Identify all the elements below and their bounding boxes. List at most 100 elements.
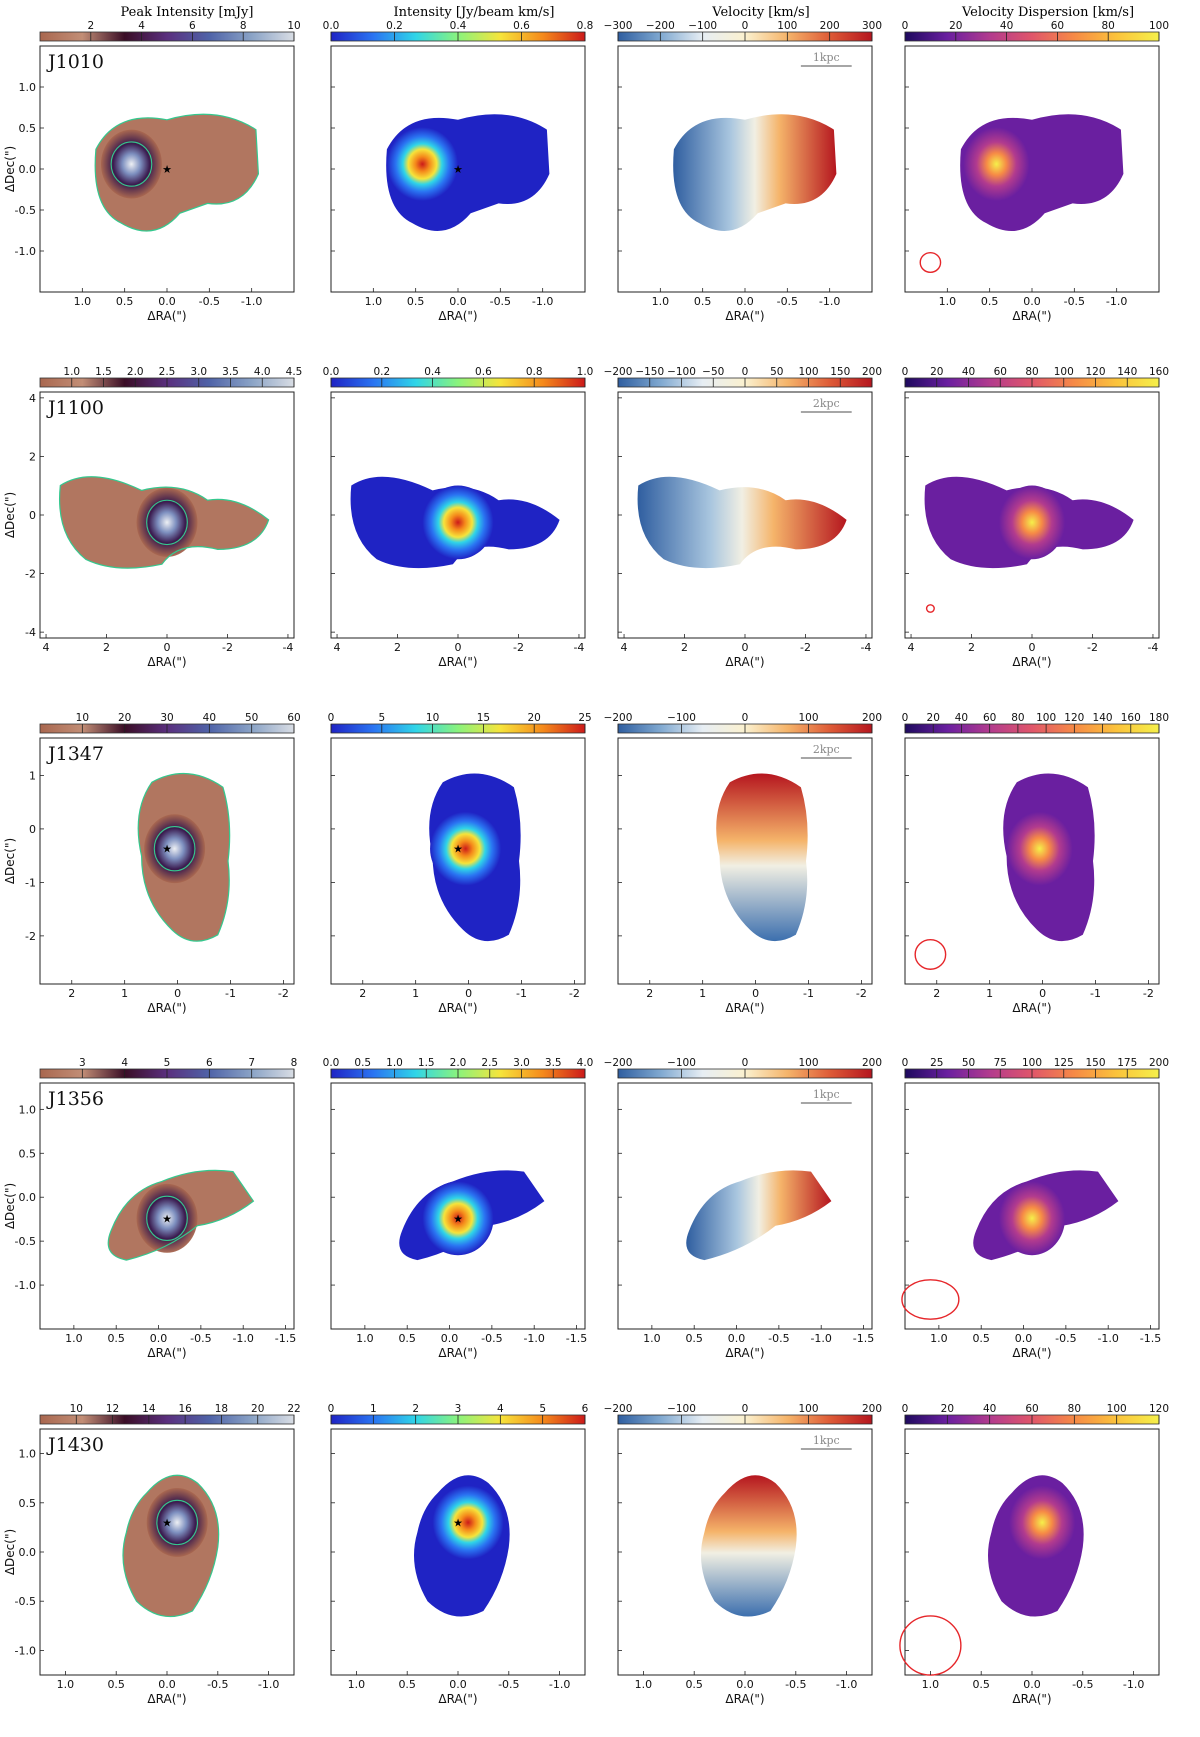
x-tick-label: -1: [803, 987, 814, 1000]
x-tick-label: 1: [699, 987, 706, 1000]
colorbar-tick-label: 3.0: [513, 1057, 530, 1069]
colorbar-tick-label: −100: [667, 1403, 696, 1415]
colorbar-tick-label: 0: [902, 1057, 909, 1069]
galaxy-label: J1430: [46, 1434, 104, 1456]
colorbar-tick-label: 10: [70, 1403, 83, 1415]
colorbar-tick-label: 8: [240, 20, 247, 32]
galaxy-label: J1356: [46, 1088, 104, 1110]
x-axis-label: ΔRA("): [1012, 1346, 1051, 1360]
colorbar-tick-label: 2.5: [481, 1057, 498, 1069]
emission-peak: [998, 485, 1066, 560]
colorbar-peak: [39, 1414, 295, 1425]
x-tick-label: 4: [621, 641, 628, 654]
panel-j1100-velocity: −200 −150 −100 −50 0 50 100 150 200 2kpc 4 2 0 -2 -4 ΔR…: [604, 366, 882, 669]
colorbar-dispersion: [904, 31, 1160, 42]
y-tick-label: 0.0: [19, 1191, 37, 1204]
x-tick-label: -4: [1147, 641, 1158, 654]
x-tick-label: 0.5: [107, 1678, 125, 1691]
star-marker-icon: ★: [453, 1212, 463, 1225]
colorbar-tick-label: −200: [604, 1403, 633, 1415]
x-axis-label: ΔRA("): [1012, 655, 1051, 669]
colorbar-tick-label: 1.0: [63, 366, 80, 378]
colorbar-tick-label: 0: [742, 1057, 749, 1069]
x-tick-label: -0.5: [777, 295, 798, 308]
x-tick-label: -1.0: [836, 1678, 857, 1691]
star-marker-icon: ★: [162, 843, 172, 856]
colorbar-tick-label: 0.4: [424, 366, 441, 378]
x-axis-label: ΔRA("): [1012, 1001, 1051, 1015]
colorbar-tick-label: 300: [862, 20, 882, 32]
star-marker-icon: ★: [453, 163, 463, 176]
x-tick-label: 2: [359, 987, 366, 1000]
contour-line: [137, 772, 231, 942]
colorbar-tick-label: 25: [930, 1057, 943, 1069]
x-tick-label: 0.0: [441, 1332, 459, 1345]
x-tick-label: 0.5: [398, 1332, 416, 1345]
x-tick-label: 4: [334, 641, 341, 654]
row-j1010: 2 4 6 8 10 ★ 1.0 0.5 0.0 -0.5 -1.0 ΔRA(") 1.0 0.5 0.0 -…: [3, 20, 1169, 323]
x-tick-label: -1.0: [1123, 1678, 1144, 1691]
colorbar-tick-label: 4: [497, 1403, 504, 1415]
colorbar-tick-label: 20: [528, 712, 541, 724]
panel-j1347-peak: 10 20 30 40 50 60★2 1 0 -1 -2ΔRA(")10-1-2ΔDec(")J…: [3, 712, 301, 1015]
x-tick-label: -2: [278, 987, 289, 1000]
x-tick-label: 0.5: [685, 1678, 703, 1691]
colorbar-tick-label: 125: [1054, 1057, 1074, 1069]
x-axis-label: ΔRA("): [438, 655, 477, 669]
x-tick-label: -0.5: [1055, 1332, 1076, 1345]
beam-ellipse: [914, 939, 947, 970]
x-tick-label: 2: [968, 641, 975, 654]
x-tick-label: -4: [860, 641, 871, 654]
x-tick-label: -0.5: [785, 1678, 806, 1691]
colorbar-tick-label: 20: [927, 712, 940, 724]
colorbar-tick-label: 0: [742, 20, 749, 32]
x-tick-label: 2: [394, 641, 401, 654]
star-marker-icon: ★: [162, 163, 172, 176]
x-tick-label: 0.0: [150, 1332, 168, 1345]
colorbar-tick-label: 0.8: [526, 366, 543, 378]
contour-line: [122, 1474, 220, 1618]
y-tick-label: -1.0: [15, 245, 36, 258]
y-axis-label: ΔDec("): [3, 838, 17, 884]
scale-bar-label: 1kpc: [813, 1434, 840, 1447]
row-j1430: 10 12 14 16 18 20 22★1.0 0.5 0.0 -0.5 -1.0ΔRA(")1.…: [3, 1403, 1169, 1706]
x-axis-label: ΔRA("): [438, 1001, 477, 1015]
emission-peak: [146, 1488, 208, 1557]
y-tick-label: 4: [29, 392, 36, 405]
colorbar-tick-label: 30: [160, 712, 173, 724]
y-tick-label: 0.0: [19, 1546, 37, 1559]
x-tick-label: 0: [164, 641, 171, 654]
colorbar-tick-label: 150: [1085, 1057, 1105, 1069]
x-tick-label: 1.0: [348, 1678, 366, 1691]
panel-j1347-dispersion: 0 20 40 60 80 100 120 140 160 180 2 1 0 -1 -2 ΔRA("): [902, 712, 1169, 1015]
x-tick-label: 1.0: [652, 295, 670, 308]
x-tick-label: -1.0: [1106, 295, 1127, 308]
colorbar-tick-label: 100: [798, 366, 818, 378]
colorbar-tick-label: 100: [1149, 20, 1169, 32]
colorbar-tick-label: 20: [118, 712, 131, 724]
colorbar-tick-label: 6: [189, 20, 196, 32]
x-tick-label: 0.5: [981, 295, 999, 308]
panel-j1430-peak: 10 12 14 16 18 20 22 ★ 1.0 0.5 0.0 -0.5 -1.0 ΔRA(") 1.…: [3, 1403, 301, 1706]
colorbar-tick-label: 0: [742, 712, 749, 724]
x-tick-label: -1.0: [241, 295, 262, 308]
panel-j1356-velocity: −200 −100 0 100 200 1kpc 1.0 0.5 0.0 -0.5 -1.0 -1.5…: [604, 1057, 882, 1360]
colorbar-tick-label: 0: [742, 1403, 749, 1415]
beam-ellipse: [901, 1279, 960, 1320]
y-tick-label: 1.0: [19, 1103, 37, 1116]
beam-ellipse: [925, 604, 935, 613]
x-tick-label: 0.0: [449, 1678, 467, 1691]
colorbar-tick-label: 20: [930, 366, 943, 378]
colorbar-tick-label: 20: [941, 1403, 954, 1415]
x-tick-label: 4: [908, 641, 915, 654]
colorbar-tick-label: 200: [862, 366, 882, 378]
y-axis-label: ΔDec("): [3, 1183, 17, 1229]
y-tick-label: -0.5: [15, 204, 36, 217]
y-axis-label: ΔDec("): [3, 146, 17, 192]
x-tick-label: 1.0: [635, 1678, 653, 1691]
contour-line: [59, 476, 270, 569]
colorbar-tick-label: 0.6: [513, 20, 530, 32]
x-axis-label: ΔRA("): [725, 1001, 764, 1015]
